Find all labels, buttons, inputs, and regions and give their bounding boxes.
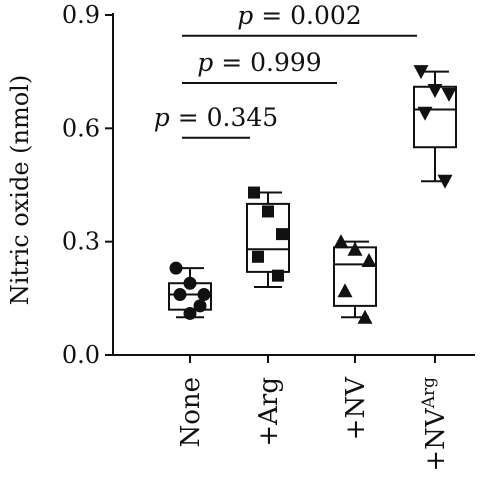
data-point-2-3	[337, 283, 353, 298]
y-tick-label-3: 0.9	[62, 1, 100, 29]
data-point-0-2	[197, 288, 211, 302]
data-point-0-1	[183, 276, 197, 290]
x-tick-label-3: +NVArg	[419, 377, 451, 472]
data-point-0-3	[173, 288, 187, 302]
box-group-1	[246, 186, 290, 288]
data-point-3-2	[441, 87, 457, 102]
data-point-2-2	[361, 253, 377, 268]
y-axis-label: Nitric oxide (nmol)	[6, 75, 34, 305]
data-point-1-4	[272, 269, 284, 282]
x-axis: None +Arg +NV +NVArg	[113, 354, 475, 472]
data-point-3-1	[427, 84, 443, 99]
data-point-1-1	[262, 205, 274, 218]
p-value-label-1: p = 0.999	[197, 48, 321, 77]
data-point-2-0	[333, 234, 349, 249]
box-group-2	[333, 234, 377, 324]
y-axis: 0.0 0.3 0.6 0.9	[62, 1, 114, 369]
data-point-0-4	[193, 299, 207, 313]
p-value-label-2: p = 0.002	[237, 1, 361, 30]
data-point-2-4	[357, 309, 373, 324]
data-point-3-0	[413, 65, 429, 80]
box-group-0	[168, 261, 212, 320]
y-tick-label-0: 0.0	[62, 341, 100, 369]
data-point-1-0	[248, 186, 260, 199]
data-point-3-4	[437, 174, 453, 189]
x-tick-label-2: +NV	[341, 376, 371, 441]
data-point-1-2	[276, 228, 288, 241]
box-group-3	[413, 65, 457, 189]
boxes	[168, 65, 457, 324]
significance-brackets: p = 0.345 p = 0.999 p = 0.002	[154, 1, 417, 139]
data-point-3-3	[417, 106, 433, 121]
data-point-2-1	[347, 241, 363, 256]
x-tick-label-1: +Arg	[254, 377, 284, 447]
p-value-label-0: p = 0.345	[154, 103, 278, 132]
y-tick-label-1: 0.3	[62, 228, 100, 256]
data-point-0-0	[169, 261, 183, 275]
y-tick-label-2: 0.6	[62, 114, 100, 142]
x-tick-label-0: None	[176, 377, 206, 448]
data-point-1-3	[252, 250, 264, 263]
data-point-0-5	[183, 306, 197, 320]
